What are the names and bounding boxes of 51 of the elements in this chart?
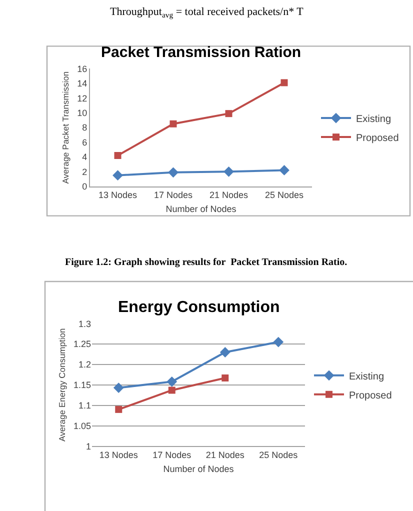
x-tick-label: 17 Nodes xyxy=(154,190,194,200)
legend-label: Proposed xyxy=(349,390,392,402)
point xyxy=(170,120,177,128)
y-tick-label: 12 xyxy=(77,93,88,104)
x-tick-label: 21 Nodes xyxy=(209,190,249,200)
y-tick-label: 16 xyxy=(77,64,88,74)
legend-label: Existing xyxy=(356,114,392,125)
y-tick-label: 1.3 xyxy=(78,318,91,329)
legend-label: Existing xyxy=(349,371,384,382)
y-tick-label: 1.25 xyxy=(73,339,91,350)
y-tick-label: 14 xyxy=(77,78,88,89)
y-tick-label: 1.1 xyxy=(78,400,91,410)
y-tick-label: 4 xyxy=(82,152,88,162)
x-tick-label: 17 Nodes xyxy=(152,450,192,460)
x-tick-label: 13 Nodes xyxy=(98,190,138,200)
point xyxy=(114,152,122,159)
point xyxy=(279,165,290,176)
y-tick-label: 1.2 xyxy=(78,360,91,370)
point xyxy=(168,386,176,394)
point xyxy=(220,347,230,358)
point xyxy=(225,110,232,118)
y-tick-label: 8 xyxy=(82,122,88,133)
legend-label: Proposed xyxy=(356,132,399,144)
point xyxy=(115,406,122,413)
y-tick-label: 1.15 xyxy=(73,380,91,390)
point xyxy=(222,374,229,382)
y-tick-label: 1.05 xyxy=(73,420,91,431)
point xyxy=(113,382,124,393)
x-tick-label: 21 Nodes xyxy=(206,450,245,460)
chart-title: Packet Transmission Ration xyxy=(101,44,302,61)
y-tick-label: 0 xyxy=(82,182,88,192)
point xyxy=(224,166,234,177)
text: Throughput$_{avg}$ = total received packets/n* T xyxy=(110,6,304,20)
x-axis-title: Number of Nodes xyxy=(163,464,234,474)
y-tick-label: 10 xyxy=(77,108,88,118)
y-axis-title: Average Packet Transmission xyxy=(60,71,71,184)
point xyxy=(166,376,178,387)
y-tick-label: 6 xyxy=(82,137,88,148)
y-tick-label: 2 xyxy=(82,166,88,177)
x-tick-label: 25 Nodes xyxy=(264,190,304,200)
x-axis-title: Number of Nodes xyxy=(166,204,237,214)
y-tick-label: 1 xyxy=(86,441,91,452)
x-tick-label: 13 Nodes xyxy=(99,450,138,460)
caption: Figure 1.2: Graph showing results for Packet Transmission Ratio. xyxy=(65,257,348,268)
x-tick-label: 25 Nodes xyxy=(259,450,298,460)
point xyxy=(112,170,123,181)
y-axis-title: Average Energy Consumption xyxy=(56,328,67,442)
point xyxy=(273,336,284,348)
point xyxy=(168,167,178,178)
point xyxy=(280,79,288,86)
chart-title: Energy Consumption xyxy=(118,299,280,316)
